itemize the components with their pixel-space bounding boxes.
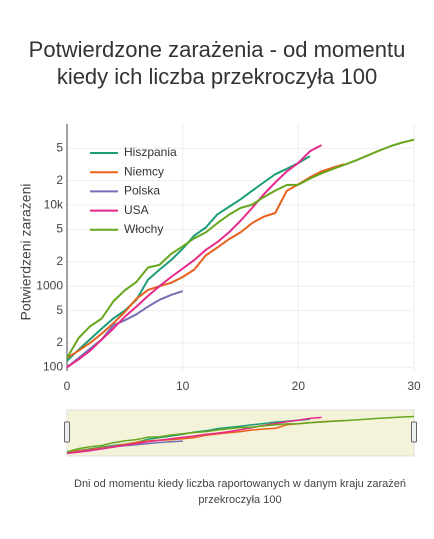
y-tick-label: 10k [44, 197, 64, 211]
range-slider [66, 409, 415, 457]
series-line [66, 163, 345, 359]
y-tick-label: 5 [56, 141, 63, 155]
range-handle [64, 421, 70, 443]
x-axis-label: Dni od momentu kiedy liczba raportowanyc… [74, 478, 406, 506]
series-line [66, 144, 322, 369]
y-tick-label: 2 [56, 335, 63, 349]
y-axis-label: Potwierdzeni zarażeni [18, 184, 34, 321]
chart-title: Potwierdzone zarażenia - od momentu kied… [28, 37, 406, 89]
series-line [66, 155, 311, 362]
series-line [66, 138, 415, 359]
y-tick-label: 2 [56, 254, 63, 268]
x-tick-label: 0 [64, 379, 71, 393]
range-handle [411, 421, 417, 443]
x-tick-label: 30 [407, 379, 421, 393]
legend-label: Hiszpania [124, 145, 177, 159]
y-tick-label: 5 [56, 303, 63, 317]
y-tick-label: 5 [56, 222, 63, 236]
x-tick-label: 20 [292, 379, 306, 393]
y-tick-label: 2 [56, 173, 63, 187]
legend-label: Włochy [124, 222, 163, 236]
legend-label: Polska [124, 184, 160, 198]
range-slider-line [66, 416, 322, 455]
range-slider-line [66, 415, 415, 453]
legend-label: Niemcy [124, 164, 164, 178]
x-tick-label: 10 [176, 379, 190, 393]
series-line [66, 290, 184, 369]
y-tick-label: 100 [43, 359, 63, 373]
legend-label: USA [124, 203, 149, 217]
y-tick-label: 1000 [36, 278, 63, 292]
